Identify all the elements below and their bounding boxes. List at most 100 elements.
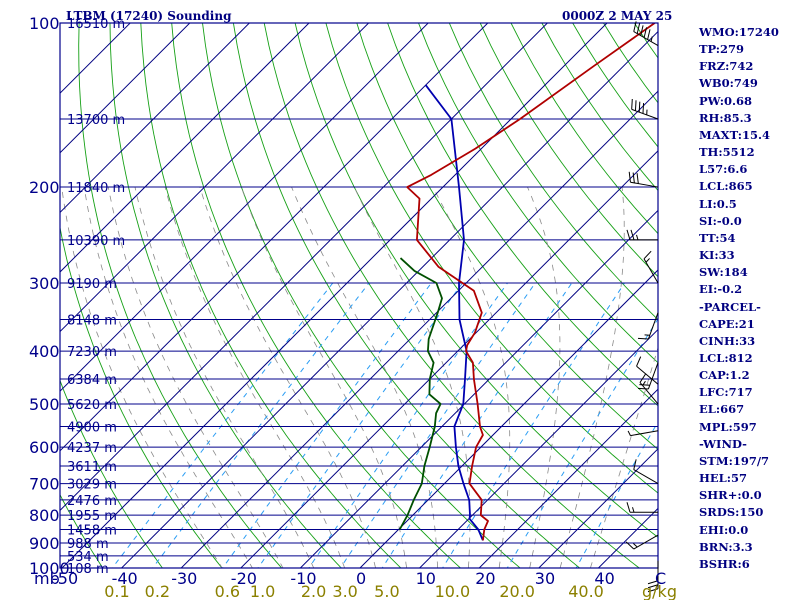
index-item: TH:5512: [699, 145, 755, 160]
moist-adiabat: [527, 186, 561, 568]
wind-barb-feather: [626, 502, 631, 513]
index-item: RH:85.3: [699, 110, 752, 125]
isotherm: [299, 209, 658, 568]
dry-adiabat: [356, 23, 658, 450]
pressure-tick-label: 600: [29, 438, 60, 457]
index-item: EHI:0.0: [699, 522, 749, 537]
chart-profiles: [398, 23, 656, 541]
temperature-tick-label: -10: [290, 569, 316, 588]
mixing-ratio-label: 5.0: [374, 582, 399, 600]
wind-barb-feather: [626, 229, 631, 241]
wind-barb-feather: [642, 103, 645, 114]
index-item: WMO:17240: [699, 25, 779, 39]
temperature-tick-label: 0: [356, 569, 366, 588]
wind-barb-feather: [628, 171, 631, 183]
height-label: 1955 m: [67, 509, 117, 524]
height-label: 1458 m: [67, 524, 117, 539]
mixing-ratio-label: 0.2: [145, 582, 170, 600]
index-item: SRDS:150: [699, 505, 764, 520]
moist-adiabat: [432, 186, 511, 568]
isotherm: [60, 23, 489, 452]
sounding-time: 0000Z 2 MAY 25: [562, 9, 673, 23]
index-item: L57:6.6: [699, 162, 748, 177]
dry-adiabat: [140, 23, 402, 568]
index-item: BRN:3.3: [699, 539, 753, 554]
pressure-tick-label: 300: [29, 274, 60, 293]
index-item: SW:184: [699, 265, 748, 280]
height-label: 4900 m: [67, 420, 117, 435]
height-label: 4237 m: [67, 441, 117, 456]
height-label: 988 m: [67, 537, 109, 552]
wind-barb: [627, 430, 659, 437]
height-label: 3611 m: [67, 460, 117, 475]
wind-barb-staff: [647, 362, 659, 390]
dry-adiabat: [78, 23, 283, 568]
mixing-ratio-label: 10.0: [435, 582, 471, 600]
mixing-ratio-line: [381, 282, 573, 568]
index-item: PW:0.68: [699, 93, 753, 108]
pressure-tick-label: 500: [29, 395, 60, 414]
wind-barb: [636, 356, 659, 385]
wind-barb-staff: [633, 469, 659, 485]
index-item: STM:197/7: [699, 453, 770, 468]
wind-barb: [631, 98, 659, 120]
wind-barb: [626, 502, 658, 513]
wind-barb-feather: [647, 588, 659, 593]
temperature-tick-label: -40: [112, 569, 138, 588]
height-label: 13700 m: [67, 113, 125, 128]
index-item: TP:279: [699, 42, 745, 57]
pressure-tick-label: 100: [29, 14, 60, 33]
isotherm: [60, 23, 549, 512]
dry-adiabat: [60, 225, 223, 568]
isotherm: [180, 90, 658, 568]
index-item: KI:33: [699, 248, 735, 263]
isotherm: [418, 328, 658, 568]
index-item: FRZ:742: [699, 59, 754, 74]
height-label: 5620 m: [67, 398, 117, 413]
wind-barb-half-feather: [627, 430, 631, 436]
wind-barb-staff: [643, 258, 659, 284]
index-item: -WIND-: [699, 436, 747, 451]
index-item: LI:0.5: [699, 196, 737, 211]
mixing-ratio-line: [221, 282, 432, 568]
temperature-trace: [406, 23, 656, 541]
isotherm: [478, 388, 658, 568]
isotherm: [60, 23, 429, 392]
mixing-ratio-label: 0.1: [104, 582, 129, 600]
index-item: BSHR:6: [699, 556, 750, 571]
chart-grid: [60, 23, 658, 568]
isotherm: [60, 23, 370, 333]
isotherm: [60, 23, 191, 154]
isotherm: [120, 30, 658, 568]
mixing-ratio-label: 20.0: [499, 582, 535, 600]
dewpoint-trace: [398, 257, 443, 530]
height-label: 2476 m: [67, 494, 117, 509]
wind-barb-feather: [633, 21, 637, 32]
wind-barb-half-feather: [632, 507, 635, 513]
moist-adiabat: [134, 187, 315, 568]
wind-barbs: [625, 21, 659, 593]
wind-barb-staff: [633, 31, 659, 46]
temperature-tick-label: 10: [416, 569, 436, 588]
index-item: SHR+:0.0: [699, 488, 762, 503]
wind-barb-feather: [631, 98, 633, 110]
wind-barb-staff: [647, 312, 659, 340]
moist-adiabat: [589, 346, 658, 568]
wind-barb-half-feather: [650, 36, 653, 42]
mixing-ratio-line: [442, 282, 625, 568]
index-item: CAP:1.2: [699, 368, 750, 383]
index-item: LCL:812: [699, 350, 753, 365]
mixing-ratio-line: [111, 282, 334, 568]
wind-barb-feather: [640, 25, 644, 36]
height-label: 16510 m: [67, 17, 125, 32]
index-item: MPL:597: [699, 419, 757, 434]
temperature-tick-label: 20: [475, 569, 495, 588]
wind-barb-feather: [625, 541, 635, 550]
index-item: WB0:749: [699, 76, 758, 91]
mixing-ratio-label: 2.0: [301, 582, 326, 600]
moist-adiabat: [240, 186, 408, 568]
dry-adiabat: [60, 493, 104, 568]
isotherm: [538, 448, 658, 568]
wind-barb-feather: [633, 459, 637, 470]
